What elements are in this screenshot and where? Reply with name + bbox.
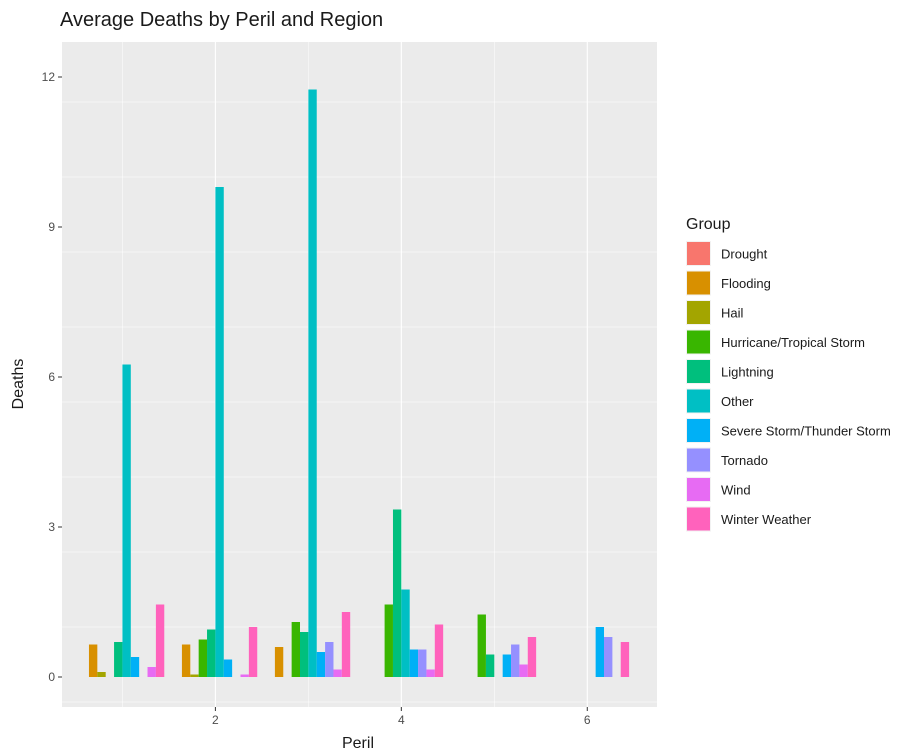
bar xyxy=(426,669,435,677)
y-tick-label: 12 xyxy=(42,70,56,84)
bar xyxy=(434,624,444,677)
bar xyxy=(316,652,326,677)
legend-swatch xyxy=(687,389,710,413)
legend-swatch xyxy=(687,271,710,295)
y-tick-label: 0 xyxy=(48,670,55,684)
bar xyxy=(418,649,427,677)
bar xyxy=(207,629,216,677)
bar xyxy=(485,654,495,677)
y-tick-label: 9 xyxy=(48,220,55,234)
bar xyxy=(527,637,537,677)
bar xyxy=(604,637,613,677)
bar xyxy=(502,654,512,677)
legend-label: Other xyxy=(721,394,754,409)
axes: 0 3 6 9 12 2 4 6 xyxy=(42,70,591,727)
bar xyxy=(181,644,191,677)
chart-title: Average Deaths by Peril and Region xyxy=(60,9,383,31)
bar xyxy=(88,644,98,677)
y-tick-label: 3 xyxy=(48,520,55,534)
legend-swatch xyxy=(687,448,710,472)
bar xyxy=(477,614,486,677)
bar xyxy=(519,664,528,677)
plot-panel xyxy=(62,42,657,707)
bar xyxy=(620,642,630,677)
bar xyxy=(291,622,300,677)
bar xyxy=(198,639,208,677)
bar xyxy=(215,187,224,677)
legend-label: Hurricane/Tropical Storm xyxy=(721,335,865,350)
legend-label: Drought xyxy=(721,247,768,262)
bar xyxy=(274,647,284,677)
y-tick-label: 6 xyxy=(48,370,55,384)
bar-series xyxy=(88,89,630,677)
x-tick-label: 2 xyxy=(212,713,219,727)
legend-swatch xyxy=(687,360,710,383)
bar xyxy=(97,672,106,677)
bar xyxy=(333,669,342,677)
legend-label: Flooding xyxy=(721,276,771,291)
x-tick-label: 6 xyxy=(584,713,591,727)
bar xyxy=(155,604,165,677)
legend-label: Winter Weather xyxy=(721,512,812,527)
bar xyxy=(190,674,199,677)
bar xyxy=(147,667,156,677)
bar xyxy=(595,627,605,677)
x-tick-label: 4 xyxy=(398,713,405,727)
bar xyxy=(511,644,520,677)
bar xyxy=(114,642,123,677)
bar xyxy=(401,589,410,677)
bar xyxy=(130,657,140,677)
bar xyxy=(341,612,351,677)
bar xyxy=(308,89,317,677)
legend-swatch xyxy=(687,330,710,354)
legend: Group Drought Flooding Hail Hurricane/Tropi… xyxy=(686,216,891,532)
bar xyxy=(240,674,249,677)
x-axis-title: Peril xyxy=(342,735,374,752)
bar xyxy=(122,364,131,677)
bar xyxy=(409,649,419,677)
legend-swatch xyxy=(687,478,710,501)
legend-title: Group xyxy=(686,216,731,233)
bar xyxy=(325,642,334,677)
legend-label: Severe Storm/Thunder Storm xyxy=(721,424,891,439)
legend-swatch xyxy=(687,301,710,324)
legend-label: Tornado xyxy=(721,453,768,468)
legend-label: Lightning xyxy=(721,365,774,380)
bar xyxy=(300,632,309,677)
legend-label: Wind xyxy=(721,483,751,498)
bar xyxy=(223,659,233,677)
legend-label: Hail xyxy=(721,306,744,321)
bar xyxy=(392,509,402,677)
legend-swatch xyxy=(687,507,710,531)
bar xyxy=(384,604,393,677)
legend-swatch xyxy=(687,242,710,265)
legend-swatch xyxy=(687,419,710,442)
bar xyxy=(248,627,258,677)
y-axis-title: Deaths xyxy=(10,359,27,410)
